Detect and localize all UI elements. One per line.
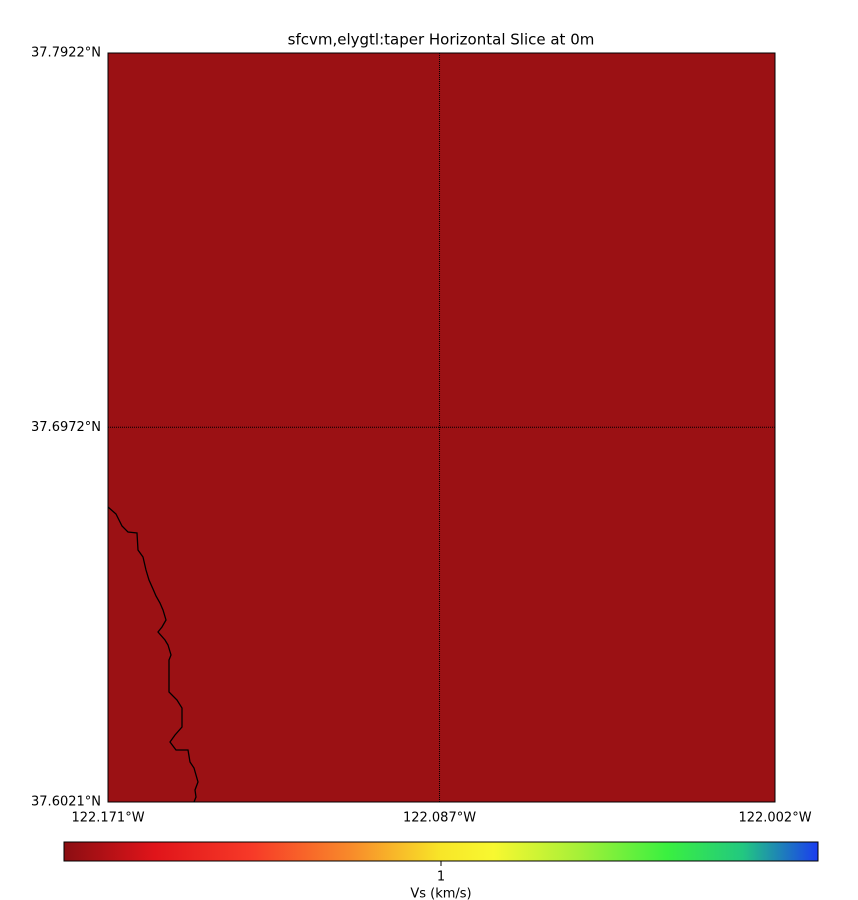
- y-tick-label: 37.6972°N: [31, 420, 101, 435]
- x-tick-label: 122.171°W: [71, 811, 144, 826]
- map-title: sfcvm,elygtl:taper Horizontal Slice at 0…: [288, 31, 595, 49]
- x-tick-label: 122.087°W: [403, 811, 476, 826]
- colorbar-tick-label: 1: [437, 870, 445, 885]
- coastline: [107, 506, 199, 803]
- slice-area: [108, 53, 775, 802]
- y-tick-label: 37.6021°N: [31, 795, 101, 810]
- y-tick-label: 37.7922°N: [31, 46, 101, 61]
- colorbar: [63, 841, 819, 862]
- colorbar-label: Vs (km/s): [410, 887, 471, 900]
- x-tick-label: 122.002°W: [738, 811, 811, 826]
